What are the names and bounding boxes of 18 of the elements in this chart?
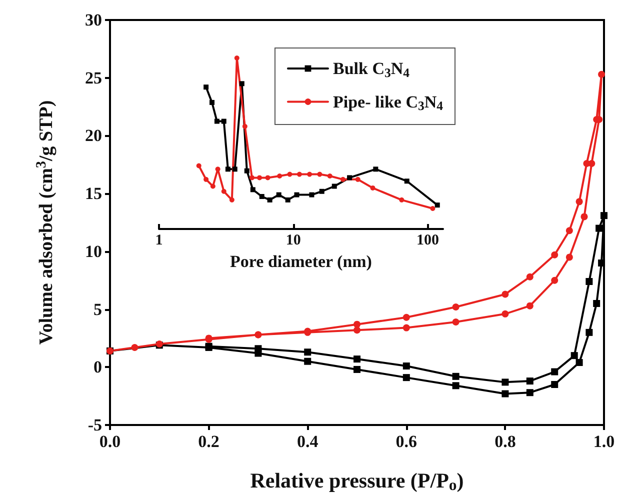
y-tick-label: 30 bbox=[85, 10, 102, 30]
x-tick-label: 0.2 bbox=[198, 432, 220, 451]
y-tick-label: 5 bbox=[94, 300, 102, 319]
y-axis-title: Volume adsorbed (cm3/g STP) bbox=[34, 100, 57, 345]
x-axis-title: Pore diameter (nm) bbox=[230, 252, 372, 271]
x-tick-label: 0.8 bbox=[494, 432, 516, 451]
x-tick-label: 100 bbox=[416, 232, 439, 248]
x-tick-label: 0.6 bbox=[396, 432, 418, 451]
x-tick-label: 0.0 bbox=[99, 432, 121, 451]
y-tick-label: 0 bbox=[94, 358, 102, 377]
x-tick-label: 1.0 bbox=[593, 432, 615, 451]
x-tick-label: 1 bbox=[155, 232, 163, 248]
x-tick-label: 10 bbox=[286, 232, 301, 248]
x-tick-label: 0.4 bbox=[296, 432, 319, 451]
y-tick-label: 20 bbox=[85, 126, 102, 146]
y-tick-label: -5 bbox=[88, 416, 102, 434]
y-tick-label: 15 bbox=[85, 184, 102, 204]
y-tick-label: 25 bbox=[85, 68, 102, 88]
